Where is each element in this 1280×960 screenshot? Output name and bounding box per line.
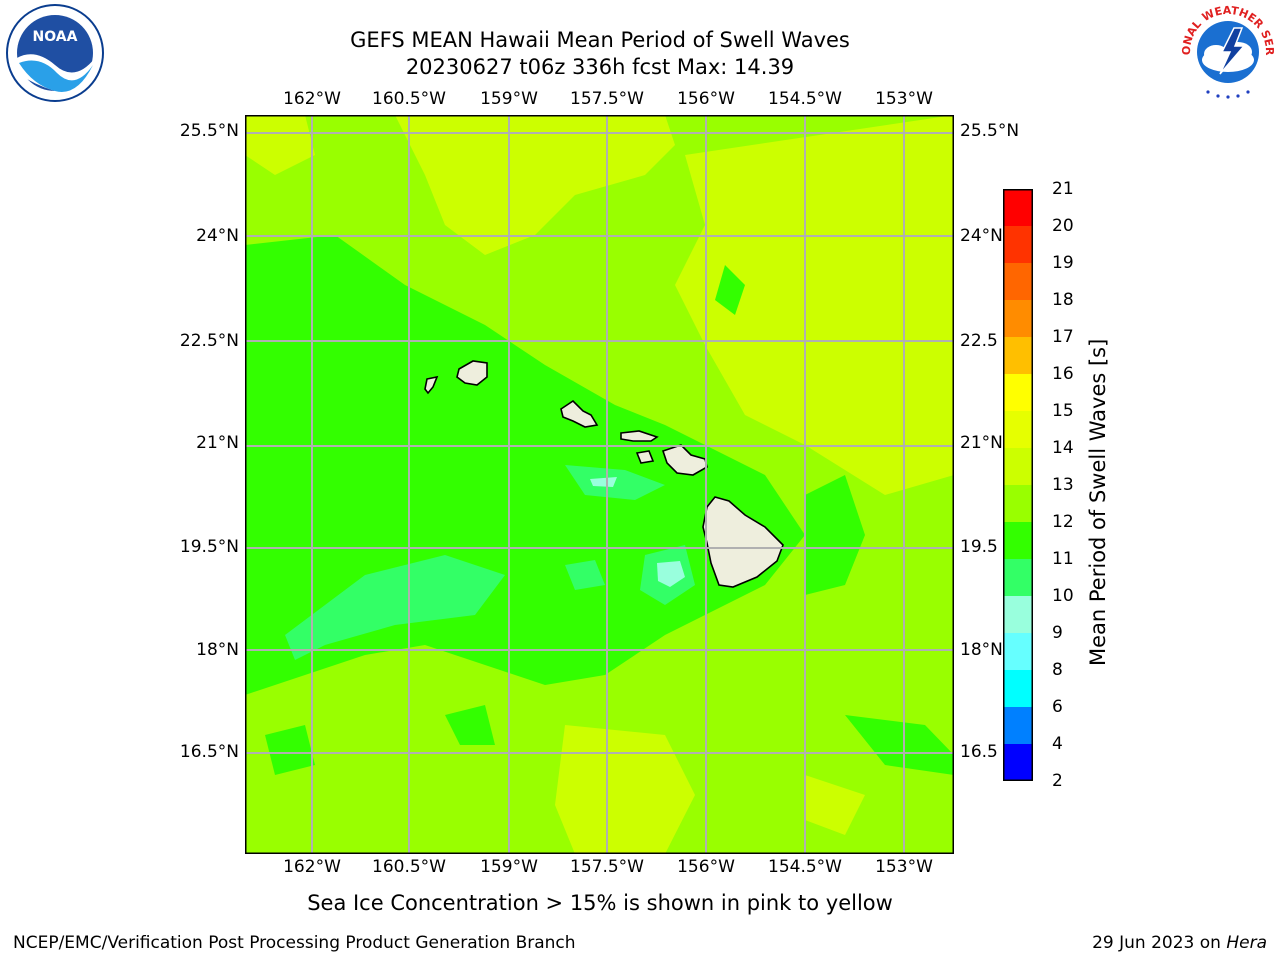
colorbar-swatch — [1003, 448, 1033, 486]
lat-label-left: 19.5°N — [119, 537, 239, 557]
nws-logo: NATIONAL WEATHER SERVICE — [1178, 2, 1278, 102]
colorbar-swatch — [1003, 707, 1033, 745]
colorbar-swatch — [1003, 374, 1033, 412]
map-title: GEFS MEAN Hawaii Mean Period of Swell Wa… — [0, 27, 1240, 53]
lat-label-left: 21°N — [119, 433, 239, 453]
colorbar-swatch — [1003, 189, 1033, 227]
lon-label-top: 153°W — [875, 89, 933, 109]
map-subtitle: 20230627 t06z 336h fcst Max: 14.39 — [0, 54, 1240, 80]
colorbar-swatch — [1003, 559, 1033, 597]
lat-label-right: 25.5°N — [960, 121, 1019, 141]
colorbar-tick: 10 — [1052, 586, 1074, 606]
colorbar-tick: 11 — [1052, 549, 1074, 569]
lon-label-bottom: 160.5°W — [372, 857, 446, 877]
lon-label-top: 162°W — [283, 89, 341, 109]
colorbar-tick: 9 — [1052, 623, 1063, 643]
lon-label-top: 159°W — [480, 89, 538, 109]
colorbar-swatch — [1003, 263, 1033, 301]
colorbar-tick: 18 — [1052, 290, 1074, 310]
lat-label-left: 24°N — [119, 226, 239, 246]
lon-label-bottom: 162°W — [283, 857, 341, 877]
noaa-logo-text: NOAA — [33, 29, 78, 45]
colorbar-swatch — [1003, 633, 1033, 671]
lon-label-bottom: 157.5°W — [570, 857, 644, 877]
sea-ice-caption: Sea Ice Concentration > 15% is shown in … — [0, 891, 1240, 915]
lon-label-bottom: 153°W — [875, 857, 933, 877]
colorbar-tick: 16 — [1052, 364, 1074, 384]
colorbar-swatch — [1003, 337, 1033, 375]
colorbar-tick: 12 — [1052, 512, 1074, 532]
footer-date: 29 Jun 2023 on Hera — [1092, 933, 1267, 953]
footer-credit: NCEP/EMC/Verification Post Processing Pr… — [13, 933, 576, 953]
lat-label-right: 16.5 — [960, 742, 998, 762]
lat-label-right: 21°N — [960, 433, 1003, 453]
colorbar-tick: 6 — [1052, 697, 1063, 717]
colorbar-swatch — [1003, 522, 1033, 560]
lat-label-left: 25.5°N — [119, 121, 239, 141]
lon-label-top: 157.5°W — [570, 89, 644, 109]
colorbar-swatch — [1003, 300, 1033, 338]
colorbar-swatch — [1003, 411, 1033, 449]
colorbar-tick: 13 — [1052, 475, 1074, 495]
lon-label-bottom: 156°W — [677, 857, 735, 877]
lon-label-bottom: 159°W — [480, 857, 538, 877]
colorbar-tick: 8 — [1052, 660, 1063, 680]
lon-label-top: 154.5°W — [768, 89, 842, 109]
colorbar-tick: 14 — [1052, 438, 1074, 458]
colorbar — [1003, 189, 1033, 781]
swell-period-map — [245, 115, 954, 854]
lat-label-right: 22.5 — [960, 331, 998, 351]
colorbar-swatch — [1003, 226, 1033, 264]
colorbar-swatch — [1003, 485, 1033, 523]
colorbar-swatch — [1003, 670, 1033, 708]
lon-label-bottom: 154.5°W — [768, 857, 842, 877]
lat-label-right: 24°N — [960, 226, 1003, 246]
lat-label-right: 18°N — [960, 640, 1003, 660]
colorbar-tick: 2 — [1052, 771, 1063, 791]
footer-host: Hera — [1226, 933, 1267, 953]
lat-label-left: 16.5°N — [119, 742, 239, 762]
colorbar-swatch — [1003, 596, 1033, 634]
colorbar-tick: 15 — [1052, 401, 1074, 421]
colorbar-tick: 4 — [1052, 734, 1063, 754]
lat-label-left: 18°N — [119, 640, 239, 660]
colorbar-swatch — [1003, 744, 1033, 781]
colorbar-tick: 17 — [1052, 327, 1074, 347]
colorbar-tick: 21 — [1052, 179, 1074, 199]
colorbar-tick: 19 — [1052, 253, 1074, 273]
colorbar-title: Mean Period of Swell Waves [s] — [1086, 339, 1110, 666]
colorbar-swatches — [1003, 189, 1033, 781]
footer-date-text: 29 Jun 2023 on — [1092, 933, 1226, 953]
lon-label-top: 156°W — [677, 89, 735, 109]
colorbar-tick: 20 — [1052, 216, 1074, 236]
lat-label-left: 22.5°N — [119, 331, 239, 351]
lat-label-right: 19.5 — [960, 537, 998, 557]
lon-label-top: 160.5°W — [372, 89, 446, 109]
noaa-logo: NOAA — [5, 3, 105, 103]
